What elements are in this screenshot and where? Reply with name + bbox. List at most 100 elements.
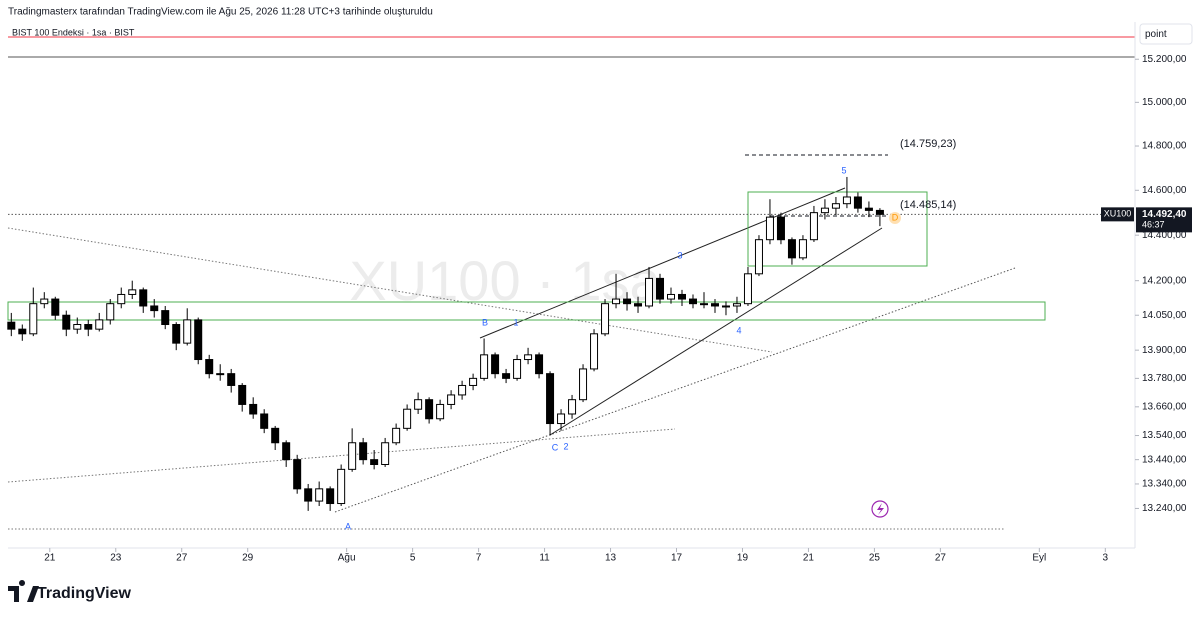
brand-icon xyxy=(8,580,39,602)
candle-body xyxy=(293,459,302,490)
x-tick-label: 11 xyxy=(539,553,550,564)
y-tick-label: 14.400,00 xyxy=(1142,230,1187,241)
y-tick-label: 14.200,00 xyxy=(1142,275,1187,286)
wave-label: D xyxy=(892,212,899,222)
x-tick-label: 13 xyxy=(605,553,617,564)
last-price-label: 14.492,40 xyxy=(1142,209,1187,220)
candle-body xyxy=(546,373,555,425)
candle-body xyxy=(612,298,621,305)
channel-line xyxy=(549,227,883,436)
event-icon-bolt xyxy=(877,503,884,515)
y-tick-label: 15.000,00 xyxy=(1142,97,1187,108)
candle-body xyxy=(282,442,291,461)
candle-body xyxy=(491,354,500,375)
candle-body xyxy=(128,289,137,295)
y-tick-label: 13.780,00 xyxy=(1142,373,1187,384)
x-tick-label: 29 xyxy=(242,553,254,564)
candle-body xyxy=(568,399,577,415)
x-tick-label: 25 xyxy=(869,553,881,564)
candle-body xyxy=(513,359,522,379)
wave-label: 1 xyxy=(513,317,518,327)
candle-body xyxy=(699,303,708,306)
candle-body xyxy=(150,305,159,312)
x-tick-label: 27 xyxy=(176,553,188,564)
candle-body xyxy=(579,368,588,401)
candle-body xyxy=(260,413,269,429)
wave-label: C xyxy=(552,442,559,452)
candle-body xyxy=(348,442,357,470)
candle-body xyxy=(754,239,763,275)
x-tick-label: 27 xyxy=(935,553,947,564)
candle-body xyxy=(238,384,247,405)
wave-label: B xyxy=(482,317,488,327)
candle-body xyxy=(73,324,82,330)
candle-body xyxy=(623,298,632,305)
wave-label: 3 xyxy=(677,250,682,260)
trendline xyxy=(334,267,1016,513)
candle-body xyxy=(249,403,258,415)
candle-body xyxy=(820,207,829,214)
candle-body xyxy=(864,207,873,211)
candle-body xyxy=(315,488,324,502)
y-tick-label: 14.800,00 xyxy=(1142,141,1187,152)
x-tick-label: 21 xyxy=(803,553,815,564)
x-tick-label: 7 xyxy=(476,553,482,564)
candle-body xyxy=(51,298,60,316)
x-tick-label: 17 xyxy=(671,553,683,564)
candle-body xyxy=(194,319,203,361)
candle-body xyxy=(326,488,335,505)
candle-body xyxy=(798,239,807,259)
candle-body xyxy=(645,277,654,307)
watermark: XU100 · 1sa xyxy=(349,249,661,312)
drawings xyxy=(7,187,1046,530)
candle-body xyxy=(227,373,236,386)
candle-body xyxy=(370,459,379,466)
candle-body xyxy=(590,333,599,370)
channel-line xyxy=(479,187,846,339)
candle-body xyxy=(732,303,741,307)
candle-body xyxy=(161,310,170,326)
x-tick-label: Eyl xyxy=(1032,553,1046,564)
symbol-badge-label: XU100 xyxy=(1104,209,1132,219)
candle-body xyxy=(535,354,544,375)
symbol-info: BIST 100 Endeksi · 1sa · BIST xyxy=(12,27,135,37)
candle-body xyxy=(106,303,115,321)
candle-body xyxy=(139,289,148,307)
candle-body xyxy=(172,324,181,344)
candle-body xyxy=(557,413,566,425)
candle-body xyxy=(95,319,104,330)
candle-body xyxy=(359,442,368,461)
candle-body xyxy=(271,427,280,444)
scale-button-label[interactable]: point xyxy=(1145,29,1167,40)
candle-body xyxy=(117,293,126,305)
candle-body xyxy=(62,314,71,330)
candle-body xyxy=(403,408,412,429)
price-level-label: (14.759,23) xyxy=(900,138,956,150)
candle-body xyxy=(776,216,785,241)
y-tick-label: 13.340,00 xyxy=(1142,479,1187,490)
wave-label: 4 xyxy=(736,325,741,335)
candle-body xyxy=(787,239,796,259)
y-tick-label: 13.900,00 xyxy=(1142,345,1187,356)
candle-body xyxy=(842,196,851,205)
x-tick-label: 3 xyxy=(1103,553,1109,564)
candle-body xyxy=(469,377,478,386)
brand-logo xyxy=(8,580,39,602)
y-tick-label: 13.660,00 xyxy=(1142,401,1187,412)
candle-body xyxy=(831,203,840,209)
wave-label: 5 xyxy=(841,165,846,175)
candle-body xyxy=(502,373,511,379)
x-tick-label: 21 xyxy=(44,553,56,564)
x-tick-label: 5 xyxy=(410,553,416,564)
candle-body xyxy=(414,399,423,410)
candle-body xyxy=(524,354,533,361)
countdown: 46:37 xyxy=(1142,220,1165,230)
scale-button[interactable] xyxy=(1139,23,1193,45)
candle-body xyxy=(392,427,401,444)
candle-body xyxy=(381,442,390,466)
attribution: Tradingmasterx tarafından TradingView.co… xyxy=(8,7,433,18)
trendline xyxy=(7,428,676,483)
